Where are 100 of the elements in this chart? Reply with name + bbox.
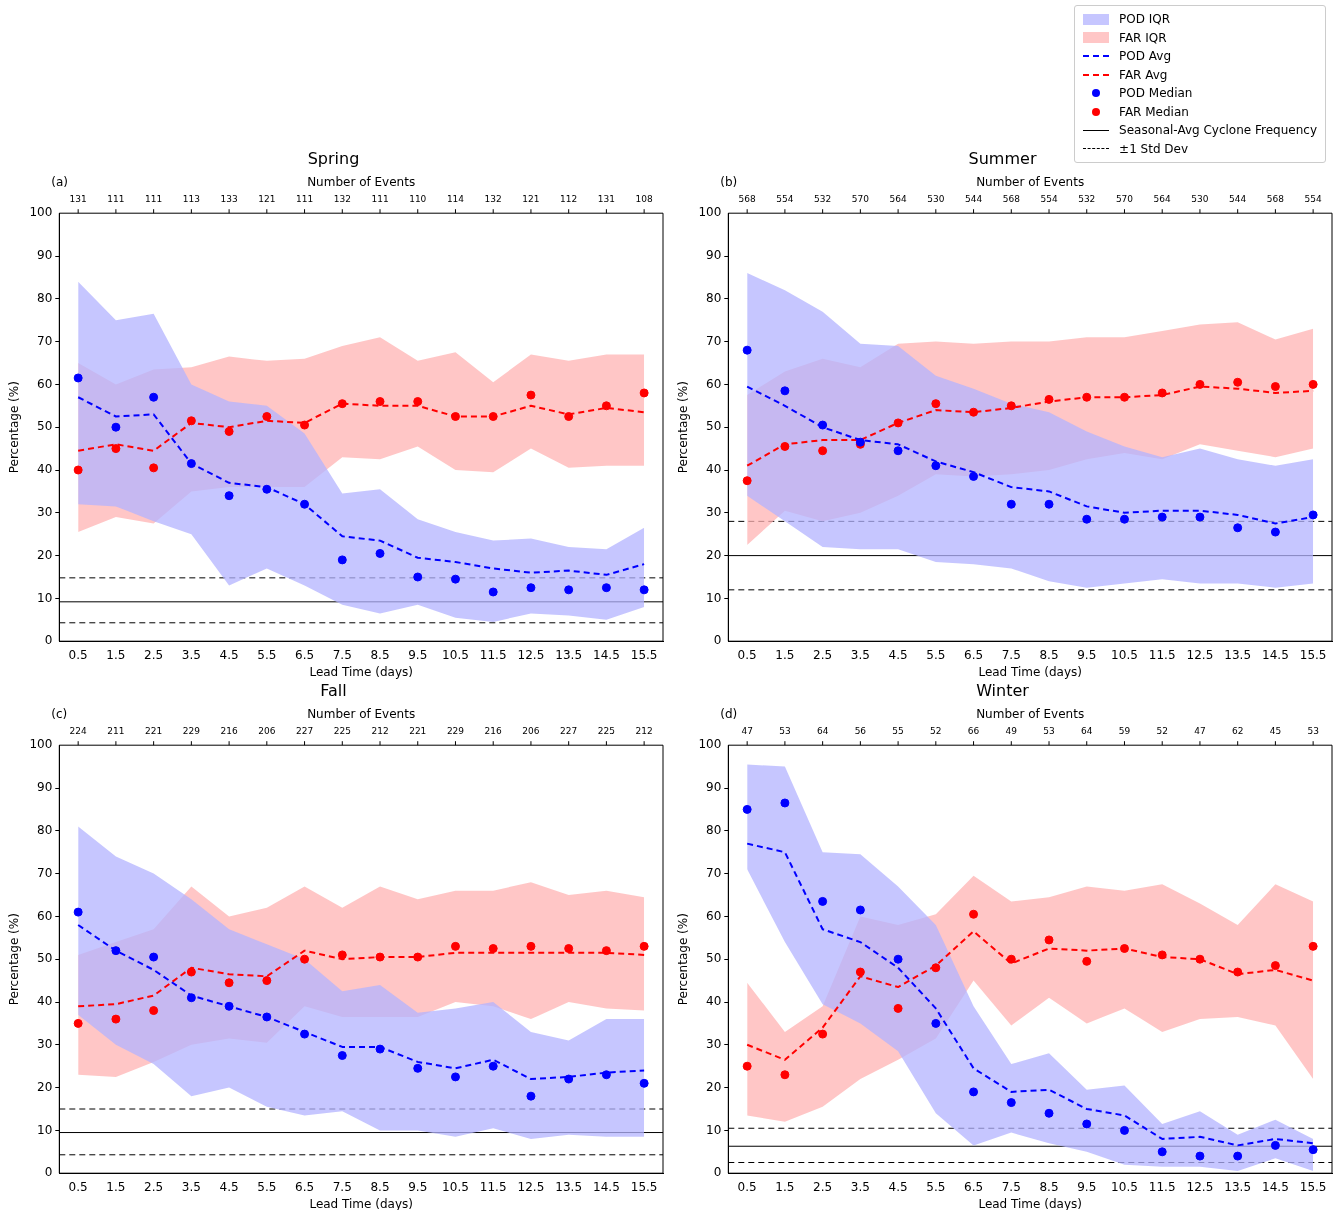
- text: 568: [1266, 194, 1285, 205]
- x-tick-label: 13.5: [555, 1179, 583, 1194]
- x-tick-label: 9.5: [408, 1179, 428, 1194]
- y-tick-label: 40: [706, 462, 722, 477]
- y-tick-label: 20: [706, 547, 722, 562]
- y-tick-label: 40: [37, 994, 53, 1009]
- text: 212: [371, 726, 389, 737]
- chart-title: Spring: [307, 148, 360, 168]
- x-axis-title: Lead Time (days): [309, 664, 413, 679]
- text: 225: [333, 726, 351, 737]
- y-tick-label: 70: [706, 333, 722, 348]
- y-tick-label: 40: [706, 994, 722, 1009]
- text: 45: [1269, 726, 1282, 737]
- x-tick-label: 0.5: [737, 647, 757, 662]
- text: 564: [889, 194, 907, 205]
- legend-label: POD Avg: [1119, 48, 1172, 65]
- text: 55: [892, 726, 904, 737]
- x-tick-label: 13.5: [555, 647, 583, 662]
- y-tick-label: 70: [37, 333, 53, 348]
- text: 111: [107, 194, 125, 205]
- text: 110: [409, 194, 427, 205]
- y-tick-label: 90: [37, 248, 53, 263]
- chart-title: Summer: [968, 148, 1037, 168]
- text: 221: [145, 726, 163, 737]
- y-axis-title: Percentage (%): [676, 913, 691, 1006]
- y-tick-label: 90: [706, 248, 722, 263]
- x-tick-label: 8.5: [1039, 1179, 1059, 1194]
- x-tick-label: 14.5: [1262, 647, 1289, 662]
- text: 229: [446, 726, 465, 737]
- text: 121: [522, 194, 540, 205]
- text: 121: [258, 194, 276, 205]
- text: 132: [484, 194, 502, 205]
- legend-label: Seasonal-Avg Cyclone Frequency: [1119, 122, 1317, 139]
- x2-axis-title: Number of Events: [976, 707, 1085, 722]
- x-tick-label: 2.5: [144, 647, 164, 662]
- x-tick-label: 8.5: [370, 647, 390, 662]
- x-tick-label: 15.5: [1299, 647, 1327, 662]
- x-tick-label: 3.5: [181, 647, 201, 662]
- text: 229: [182, 726, 201, 737]
- text: 108: [635, 194, 653, 205]
- x-tick-label: 6.5: [295, 647, 315, 662]
- text: (b): [720, 175, 738, 190]
- x-tick-label: 15.5: [630, 1179, 658, 1194]
- text: 59: [1118, 726, 1131, 737]
- y-tick-label: 90: [706, 780, 722, 795]
- x-tick-label: 13.5: [1224, 1179, 1252, 1194]
- x-tick-label: 12.5: [1186, 1179, 1214, 1194]
- x2-axis-title: Number of Events: [307, 175, 416, 190]
- x-tick-label: 1.5: [775, 647, 795, 662]
- text: (a): [51, 175, 69, 190]
- y-tick-label: 0: [44, 633, 53, 648]
- y-tick-label: 30: [706, 1036, 722, 1051]
- y-tick-label: 60: [37, 908, 53, 923]
- y-axis-title: Percentage (%): [7, 913, 22, 1006]
- y-axis-title: Percentage (%): [676, 381, 691, 474]
- x-tick-label: 8.5: [370, 1179, 390, 1194]
- y-tick-label: 20: [706, 1079, 722, 1094]
- text: 570: [851, 194, 870, 205]
- text: 206: [258, 726, 276, 737]
- y-tick-label: 20: [37, 547, 53, 562]
- y-tick-label: 100: [698, 205, 722, 220]
- text: 568: [1002, 194, 1021, 205]
- y-tick-label: 50: [706, 951, 722, 966]
- text: 224: [69, 726, 88, 737]
- text: 113: [182, 194, 200, 205]
- text: 114: [446, 194, 465, 205]
- legend-label: FAR Avg: [1119, 66, 1168, 84]
- text: 554: [1304, 194, 1322, 205]
- x-tick-label: 14.5: [1262, 1179, 1289, 1194]
- x2-axis-title: Number of Events: [976, 175, 1085, 190]
- x-axis-title: Lead Time (days): [978, 664, 1082, 679]
- x-tick-label: 2.5: [813, 1179, 833, 1194]
- y-tick-label: 10: [37, 1122, 53, 1137]
- text: 66: [967, 726, 980, 737]
- x-tick-label: 11.5: [479, 1179, 507, 1194]
- text: 53: [779, 726, 791, 737]
- text: 221: [409, 726, 427, 737]
- y-tick-label: 0: [713, 633, 722, 648]
- x-tick-label: 4.5: [888, 1179, 908, 1194]
- y-tick-label: 0: [713, 1165, 722, 1180]
- y-tick-label: 100: [29, 205, 53, 220]
- y-tick-label: 60: [706, 376, 722, 391]
- legend-label: FAR Median: [1119, 103, 1189, 121]
- text: 111: [295, 194, 314, 205]
- y-tick-label: 90: [37, 780, 53, 795]
- text: 206: [522, 726, 540, 737]
- x-tick-label: 1.5: [775, 1179, 795, 1194]
- text: 532: [1078, 194, 1096, 205]
- text: 131: [597, 194, 615, 205]
- x-tick-label: 15.5: [630, 647, 658, 662]
- x-tick-label: 10.5: [442, 1179, 469, 1194]
- y-tick-label: 30: [37, 504, 53, 519]
- y-tick-label: 10: [706, 590, 722, 605]
- text: 53: [1043, 726, 1055, 737]
- text: 544: [964, 194, 983, 205]
- x-tick-label: 6.5: [964, 647, 984, 662]
- x-tick-label: 4.5: [219, 647, 239, 662]
- text: 52: [930, 726, 942, 737]
- legend-label: FAR IQR: [1119, 29, 1167, 47]
- y-tick-label: 100: [698, 737, 722, 752]
